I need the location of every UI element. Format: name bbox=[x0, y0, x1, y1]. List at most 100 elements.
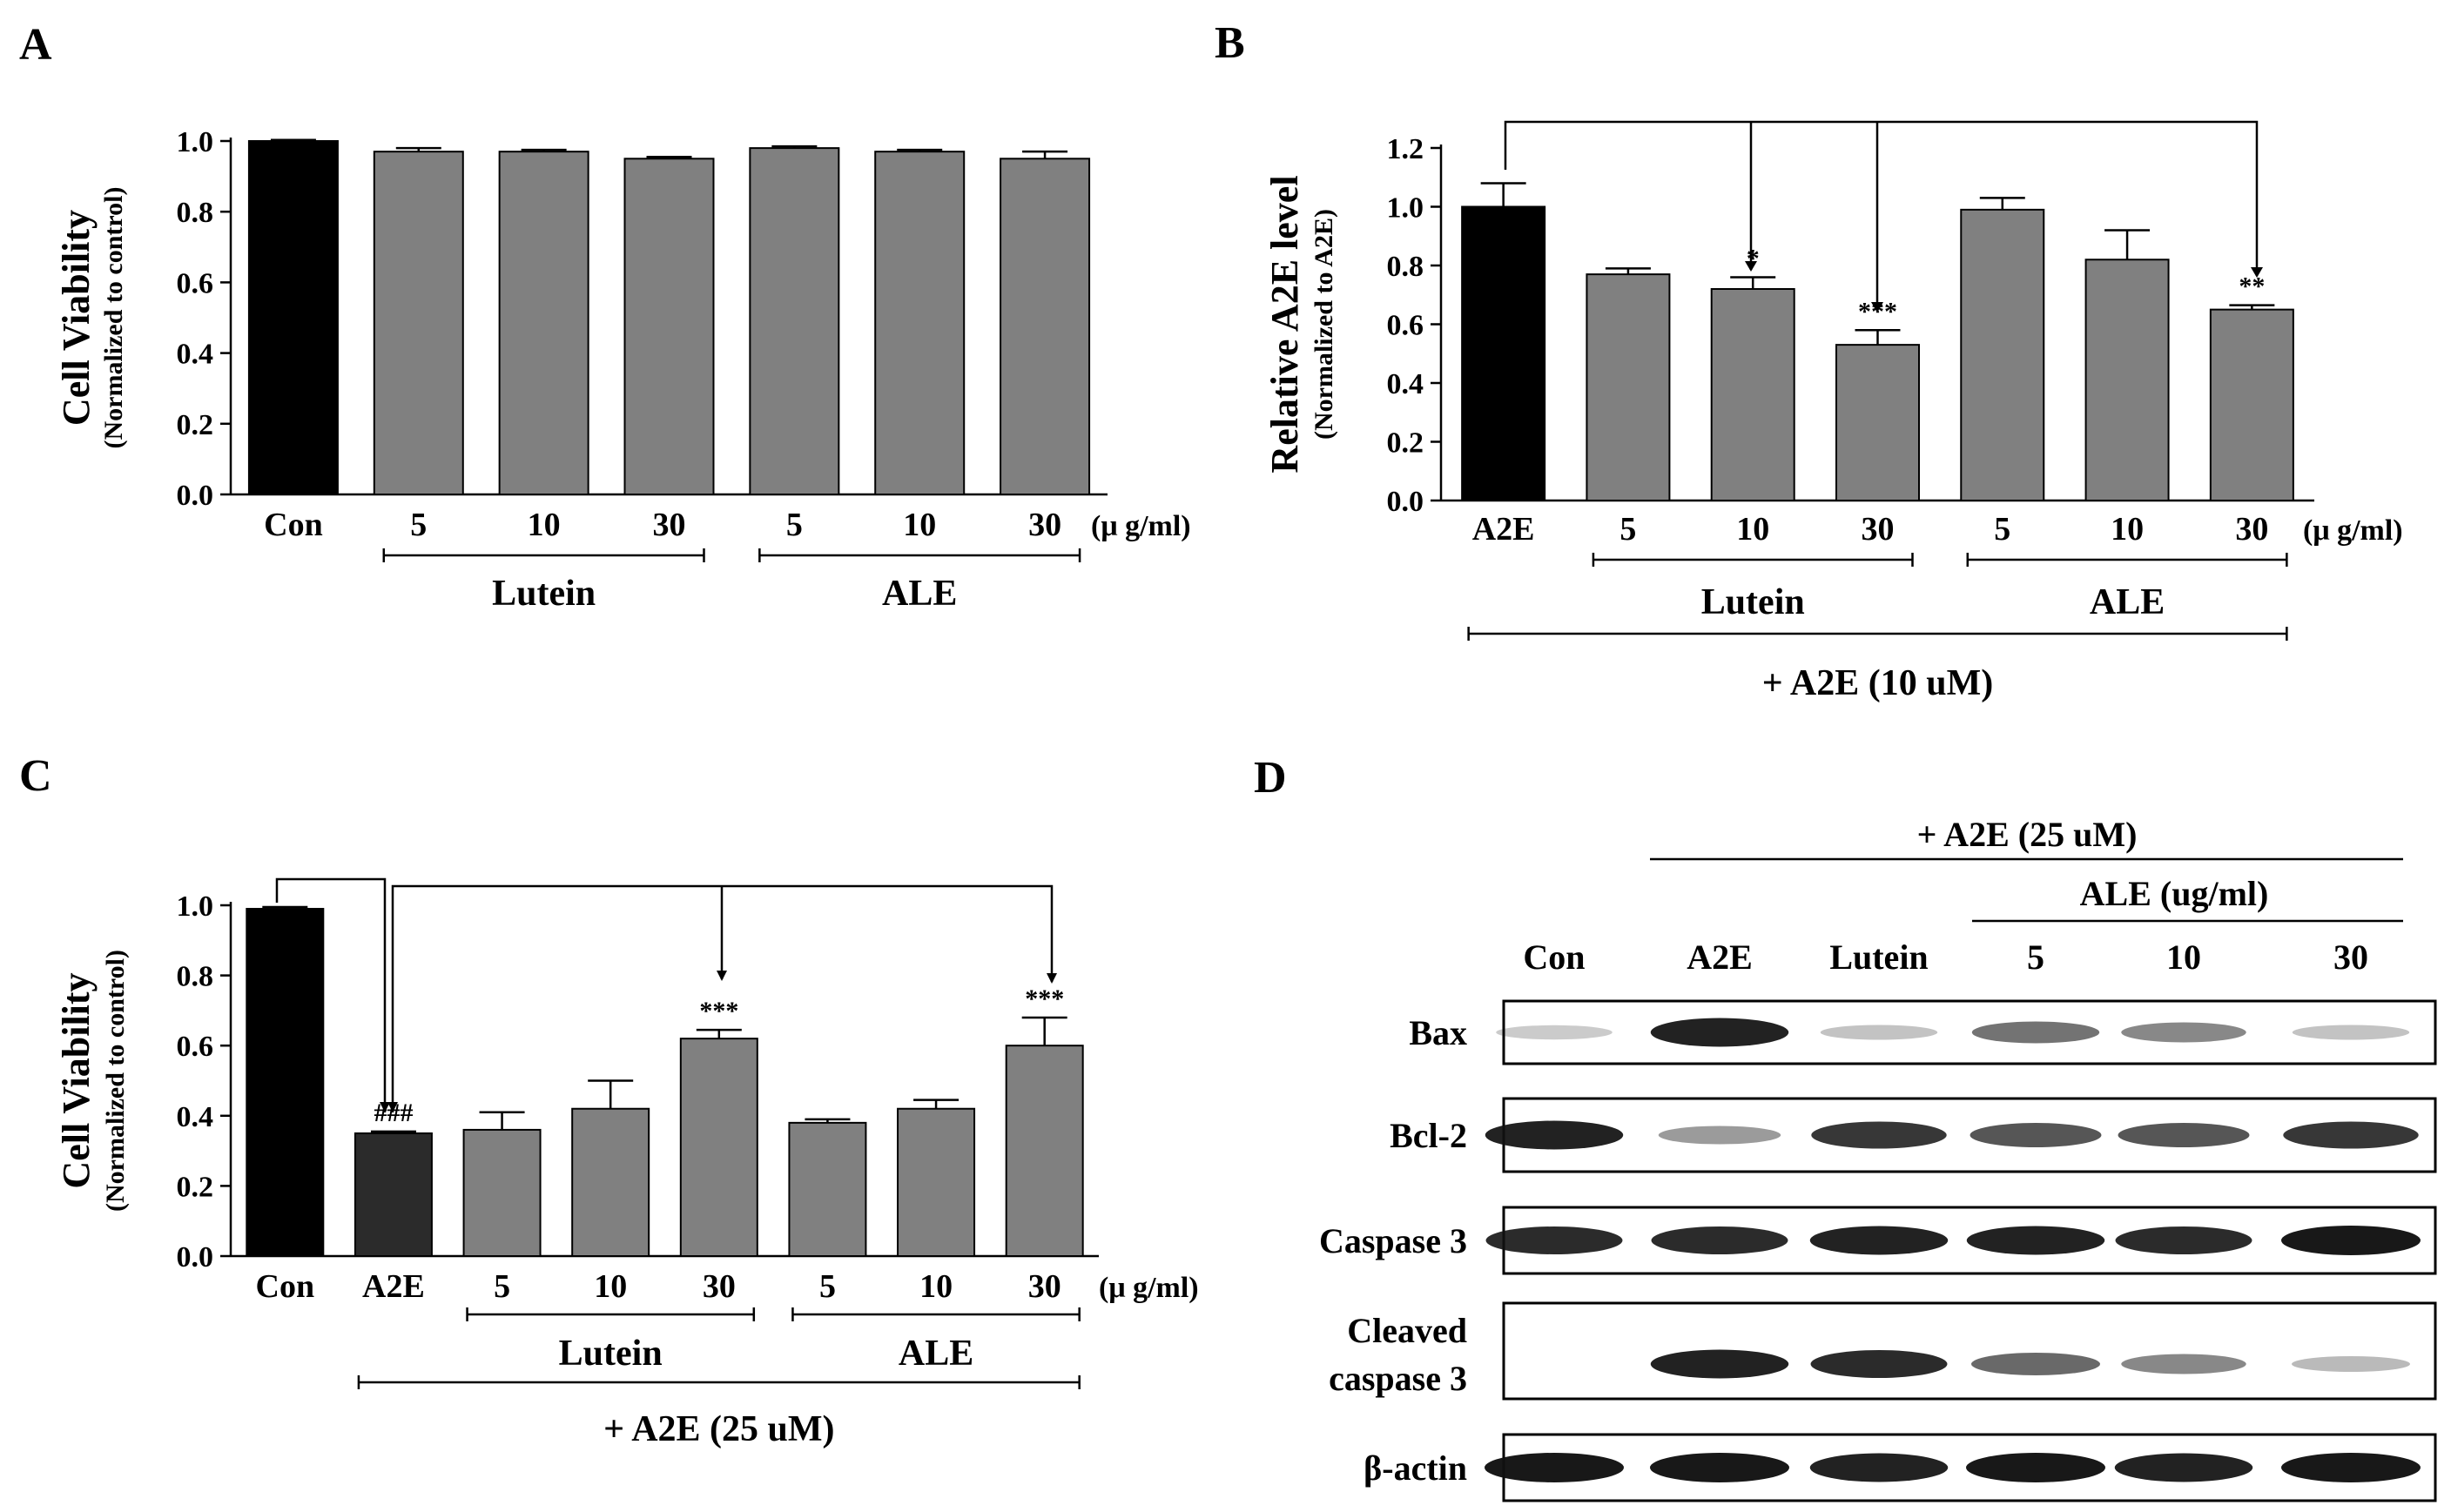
a-y-axis-label: Cell Viability bbox=[55, 210, 98, 426]
blot-row-label: Caspase 3 bbox=[1319, 1221, 1467, 1260]
blot-band bbox=[1496, 1025, 1613, 1040]
blot-box bbox=[1502, 1301, 2437, 1401]
blot-row-label: Cleaved bbox=[1347, 1311, 1467, 1350]
c-group-label: ALE bbox=[899, 1334, 973, 1374]
c-bar bbox=[788, 1121, 867, 1257]
a-x-tick-label: 5 bbox=[410, 507, 427, 543]
blot-band bbox=[1650, 1453, 1789, 1482]
b-y-tick-label: 0.8 bbox=[1387, 251, 1424, 283]
b-y-axis-label: Relative A2E level bbox=[1263, 175, 1306, 473]
blot-row-label: Bcl-2 bbox=[1390, 1116, 1467, 1155]
a-bar bbox=[874, 151, 966, 495]
c-unit-label: (μ g/ml) bbox=[1099, 1272, 1199, 1304]
b-y-tick-label: 1.0 bbox=[1387, 192, 1424, 225]
blot-lane-label: 5 bbox=[2027, 937, 2044, 977]
a-x-tick-label: 10 bbox=[903, 507, 936, 543]
c-significance-label: *** bbox=[699, 997, 738, 1025]
b-bar bbox=[1586, 273, 1671, 501]
panel-a-chart: 0.0 0.2 0.4 0.6 0.8 1.0 Cell Viability (Normali… bbox=[55, 126, 1191, 614]
blot-band bbox=[2292, 1025, 2410, 1040]
blot-band bbox=[2115, 1226, 2252, 1254]
blot-band bbox=[1650, 1349, 1789, 1379]
a-y-tick-label: 0.4 bbox=[177, 339, 214, 371]
a-unit-label: (μ g/ml) bbox=[1091, 510, 1191, 542]
blot-lane-label: Con bbox=[1523, 937, 1585, 977]
b-significance-label: ** bbox=[2239, 272, 2265, 301]
c-bar bbox=[246, 908, 325, 1258]
blot-rows: Bax Bcl-2 Caspase 3 Cleaved caspase 3 β-actin bbox=[1319, 999, 2437, 1502]
c-bar bbox=[679, 1038, 758, 1258]
b-bar bbox=[2084, 259, 2170, 501]
blot-row-label: caspase 3 bbox=[1329, 1359, 1467, 1398]
c-treatment-label: + A2E (25 uM) bbox=[603, 1409, 834, 1449]
a-bar bbox=[247, 140, 339, 495]
a-x-tick-label: 10 bbox=[528, 507, 561, 543]
blot-band bbox=[1485, 1226, 1623, 1254]
a-bar bbox=[373, 151, 464, 495]
c-bar bbox=[462, 1128, 542, 1258]
blot-band bbox=[2114, 1453, 2253, 1482]
c-x-tick-label: 5 bbox=[819, 1268, 836, 1305]
blot-band bbox=[1811, 1121, 1947, 1149]
blot-band bbox=[1485, 1453, 1624, 1482]
blot-lane-label: 30 bbox=[2333, 937, 2368, 977]
b-treatment-label: + A2E (10 uM) bbox=[1762, 663, 1993, 703]
b-x-tick-label: 10 bbox=[2111, 511, 2144, 548]
c-bar bbox=[1005, 1045, 1084, 1257]
b-x-tick-label: 30 bbox=[2235, 511, 2268, 548]
c-x-tick-label: 10 bbox=[919, 1268, 953, 1305]
c-bar bbox=[354, 1132, 433, 1257]
blot-band bbox=[1970, 1123, 2102, 1147]
blot-row: Caspase 3 bbox=[1319, 1206, 2437, 1275]
blot-band bbox=[1971, 1021, 2100, 1044]
b-x-tick-label: A2E bbox=[1472, 511, 1535, 548]
panel-b-comparison-brackets bbox=[1504, 120, 2263, 312]
blot-row: Bax bbox=[1409, 999, 2437, 1065]
blot-band bbox=[2292, 1356, 2410, 1372]
c-y-tick-label: 0.8 bbox=[177, 961, 214, 993]
c-x-tick-label: 30 bbox=[703, 1268, 736, 1305]
blot-row: β-actin bbox=[1364, 1433, 2437, 1502]
b-y-tick-label: 0.0 bbox=[1387, 486, 1424, 518]
blot-row: Cleaved caspase 3 bbox=[1329, 1301, 2437, 1401]
blot-lane-label: Lutein bbox=[1829, 937, 1928, 977]
c-bar bbox=[897, 1107, 976, 1257]
a-x-tick-label: 30 bbox=[1028, 507, 1061, 543]
blot-band bbox=[1966, 1226, 2105, 1255]
a-bar bbox=[749, 147, 840, 495]
c-y-tick-label: 0.0 bbox=[177, 1241, 214, 1273]
panel-d-western-blot: + A2E (25 uM) ALE (ug/ml) Con A2E Lutein 5 1… bbox=[1319, 815, 2437, 1502]
panel-c-comparison-brackets bbox=[275, 877, 1057, 1112]
c-y-tick-label: 1.0 bbox=[177, 890, 214, 923]
a-y-tick-label: 0.0 bbox=[177, 480, 214, 512]
c-x-tick-label: Con bbox=[256, 1268, 315, 1305]
blot-lane-label: 10 bbox=[2166, 937, 2201, 977]
b-bar bbox=[1461, 205, 1546, 501]
c-group-label: Lutein bbox=[559, 1334, 663, 1374]
blot-band bbox=[1658, 1126, 1781, 1145]
blot-band bbox=[1809, 1226, 1949, 1255]
c-y-axis-label: Cell Viability bbox=[55, 972, 98, 1188]
blot-band bbox=[2283, 1121, 2419, 1149]
a-x-tick-label: 30 bbox=[653, 507, 686, 543]
c-significance-label: *** bbox=[1025, 984, 1064, 1013]
blot-ale-label: ALE (ug/ml) bbox=[2080, 874, 2269, 913]
blot-row: Bcl-2 bbox=[1390, 1097, 2437, 1173]
b-group-label: ALE bbox=[2090, 582, 2165, 622]
a-x-tick-label: 5 bbox=[786, 507, 803, 543]
c-x-tick-label: 5 bbox=[494, 1268, 510, 1305]
panel-letter-d: D bbox=[1254, 753, 1287, 803]
c-x-tick-label: 30 bbox=[1028, 1268, 1061, 1305]
blot-band bbox=[1809, 1453, 1949, 1482]
blot-row-label: Bax bbox=[1409, 1013, 1467, 1052]
blot-band bbox=[2118, 1123, 2250, 1147]
blot-band bbox=[1810, 1350, 1948, 1378]
c-y-tick-label: 0.6 bbox=[177, 1031, 214, 1063]
blot-band bbox=[2281, 1453, 2421, 1482]
b-y-tick-label: 0.6 bbox=[1387, 310, 1424, 342]
b-unit-label: (μ g/ml) bbox=[2303, 514, 2403, 547]
b-group-label: Lutein bbox=[1701, 582, 1805, 622]
c-y-tick-label: 0.2 bbox=[177, 1171, 214, 1203]
a-x-tick-label: Con bbox=[264, 507, 323, 543]
b-significance-label: * bbox=[1747, 245, 1760, 273]
